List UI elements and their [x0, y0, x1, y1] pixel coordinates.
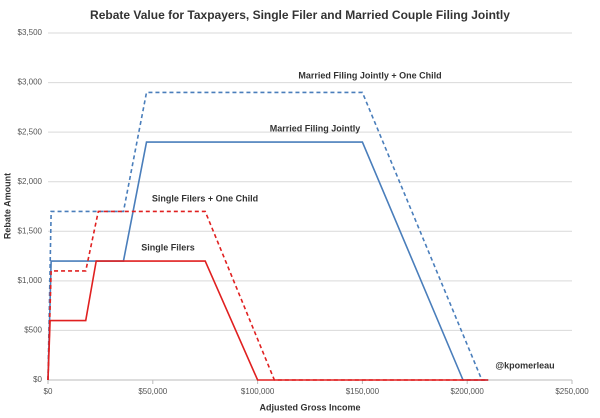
- y-tick-label: $2,000: [18, 177, 43, 186]
- x-tick-label: $250,000: [555, 387, 589, 396]
- x-tick-label: $0: [44, 387, 53, 396]
- series-label: Single Filers + One Child: [152, 193, 258, 203]
- series-label: Married Filing Jointly + One Child: [298, 70, 441, 80]
- x-axis-label: Adjusted Gross Income: [259, 402, 360, 412]
- y-tick-label: $1,500: [18, 226, 43, 235]
- y-tick-label: $3,500: [18, 28, 43, 37]
- series-line: [47, 210, 489, 381]
- series-line: [47, 260, 489, 381]
- chart-title: Rebate Value for Taxpayers, Single Filer…: [90, 8, 510, 22]
- y-tick-label: $2,500: [18, 127, 43, 136]
- x-tick-label: $150,000: [346, 387, 380, 396]
- x-tick-label: $50,000: [138, 387, 167, 396]
- x-tick-label: $100,000: [241, 387, 275, 396]
- y-tick-label: $0: [33, 375, 42, 384]
- series-label: Single Filers: [141, 242, 195, 252]
- y-tick-label: $500: [24, 326, 42, 335]
- y-tick-label: $1,000: [18, 276, 43, 285]
- y-axis-label: Rebate Amount: [2, 173, 12, 239]
- series-label: Married Filing Jointly: [270, 123, 361, 133]
- x-tick-label: $200,000: [451, 387, 485, 396]
- y-tick-label: $3,000: [18, 78, 43, 87]
- series-line: [47, 91, 489, 381]
- annotation: @kpomerleau: [495, 360, 554, 370]
